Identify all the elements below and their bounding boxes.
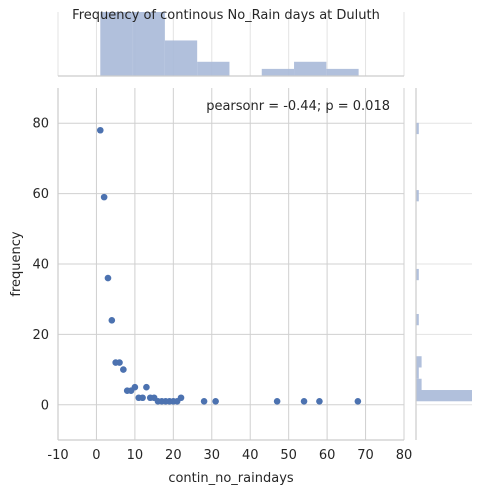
chart-title: Frequency of continous No_Rain days at D… — [72, 8, 380, 23]
data-point — [143, 383, 150, 391]
data-point — [300, 397, 308, 405]
y-marginal-bar — [416, 122, 419, 135]
x-marginal-bars — [100, 12, 359, 76]
data-point — [212, 397, 219, 405]
y-tick-label: 20 — [32, 328, 49, 343]
x-tick-label: 80 — [396, 448, 413, 463]
y-tick-label: 60 — [32, 187, 49, 202]
x-tick-label: -10 — [47, 448, 68, 463]
data-point — [104, 274, 112, 282]
y-tick-label: 40 — [32, 258, 49, 273]
y-marginal-bar — [416, 313, 419, 326]
x-tick-label: 20 — [165, 448, 182, 463]
x-marginal-bar — [326, 68, 359, 76]
y-marginal-bar — [416, 268, 419, 281]
data-point — [116, 359, 123, 366]
x-marginal-bar — [164, 40, 198, 76]
y-tick-label: 0 — [41, 398, 49, 413]
data-point — [200, 397, 208, 405]
data-point — [120, 366, 127, 373]
x-marginal-bar — [294, 61, 327, 76]
data-point — [177, 394, 185, 402]
y-marginal-bars — [416, 122, 472, 402]
x-tick-label: 40 — [242, 448, 259, 463]
x-tick-label: 30 — [204, 448, 221, 463]
data-point — [316, 397, 323, 405]
correlation-annotation: pearsonr = -0.44; p = 0.018 — [206, 99, 390, 114]
data-point — [108, 317, 116, 324]
y-tick-labels: 0 20 40 60 80 — [32, 117, 49, 414]
x-tick-label: 10 — [127, 448, 144, 463]
y-marginal-bar — [416, 367, 419, 379]
y-marginal-bar — [416, 378, 422, 391]
y-marginal-bar — [416, 356, 422, 368]
x-marginal-bar — [261, 68, 295, 76]
x-axis-label: contin_no_raindays — [168, 471, 294, 486]
main-grid — [57, 88, 405, 440]
y-axis-label: frequency — [9, 231, 24, 297]
y-marginal-bar — [416, 190, 419, 202]
x-marginal-bar — [197, 61, 230, 76]
y-tick-label: 80 — [32, 117, 49, 132]
data-point — [100, 193, 108, 201]
data-point — [96, 126, 104, 134]
scatter-points — [96, 126, 362, 405]
y-marginal-histogram — [415, 88, 472, 440]
y-marginal-grid — [416, 122, 472, 406]
x-tick-label: 0 — [92, 448, 100, 463]
x-marginal-bar — [132, 12, 165, 76]
x-marginal-bar — [100, 12, 133, 76]
y-marginal-bar — [416, 390, 472, 402]
data-point — [273, 397, 281, 405]
data-point — [354, 397, 362, 405]
data-point — [131, 383, 139, 391]
x-tick-label: 60 — [319, 448, 336, 463]
x-tick-label: 50 — [280, 448, 297, 463]
data-point — [139, 394, 146, 402]
x-tick-label: 70 — [357, 448, 374, 463]
x-tick-labels: -10 0 10 20 30 40 50 60 70 80 — [47, 448, 412, 463]
scatter-plot: -10 0 10 20 30 40 50 60 70 80 0 20 40 60 80 — [32, 88, 412, 463]
x-marginal-histogram — [57, 12, 405, 77]
